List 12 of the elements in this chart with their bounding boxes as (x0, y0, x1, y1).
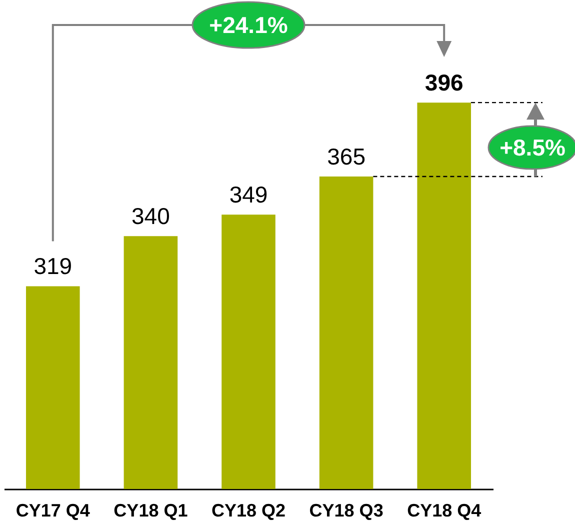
x-tick-label: CY18 Q4 (407, 500, 482, 520)
annotation: +24.1% (209, 12, 288, 38)
data-label: 349 (229, 182, 268, 208)
x-tick-label: CY18 Q1 (114, 500, 188, 520)
data-label: 365 (327, 144, 366, 170)
annotation: +8.5% (500, 134, 566, 161)
data-label: 340 (132, 203, 170, 230)
data-label: 319 (34, 253, 72, 280)
x-tick-label: CY18 Q2 (211, 500, 286, 520)
x-tick-label: CY17 Q4 (16, 500, 90, 520)
x-tick-label: CY18 Q3 (309, 500, 384, 520)
data-label: 396 (424, 70, 464, 96)
